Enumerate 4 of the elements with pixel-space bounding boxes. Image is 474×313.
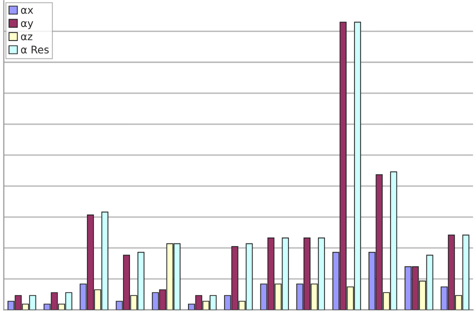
legend-label: α Res [21, 46, 49, 54]
legend-label: αy [21, 21, 34, 30]
legend-label: αx [21, 8, 34, 14]
legend-label: αz [21, 34, 32, 40]
